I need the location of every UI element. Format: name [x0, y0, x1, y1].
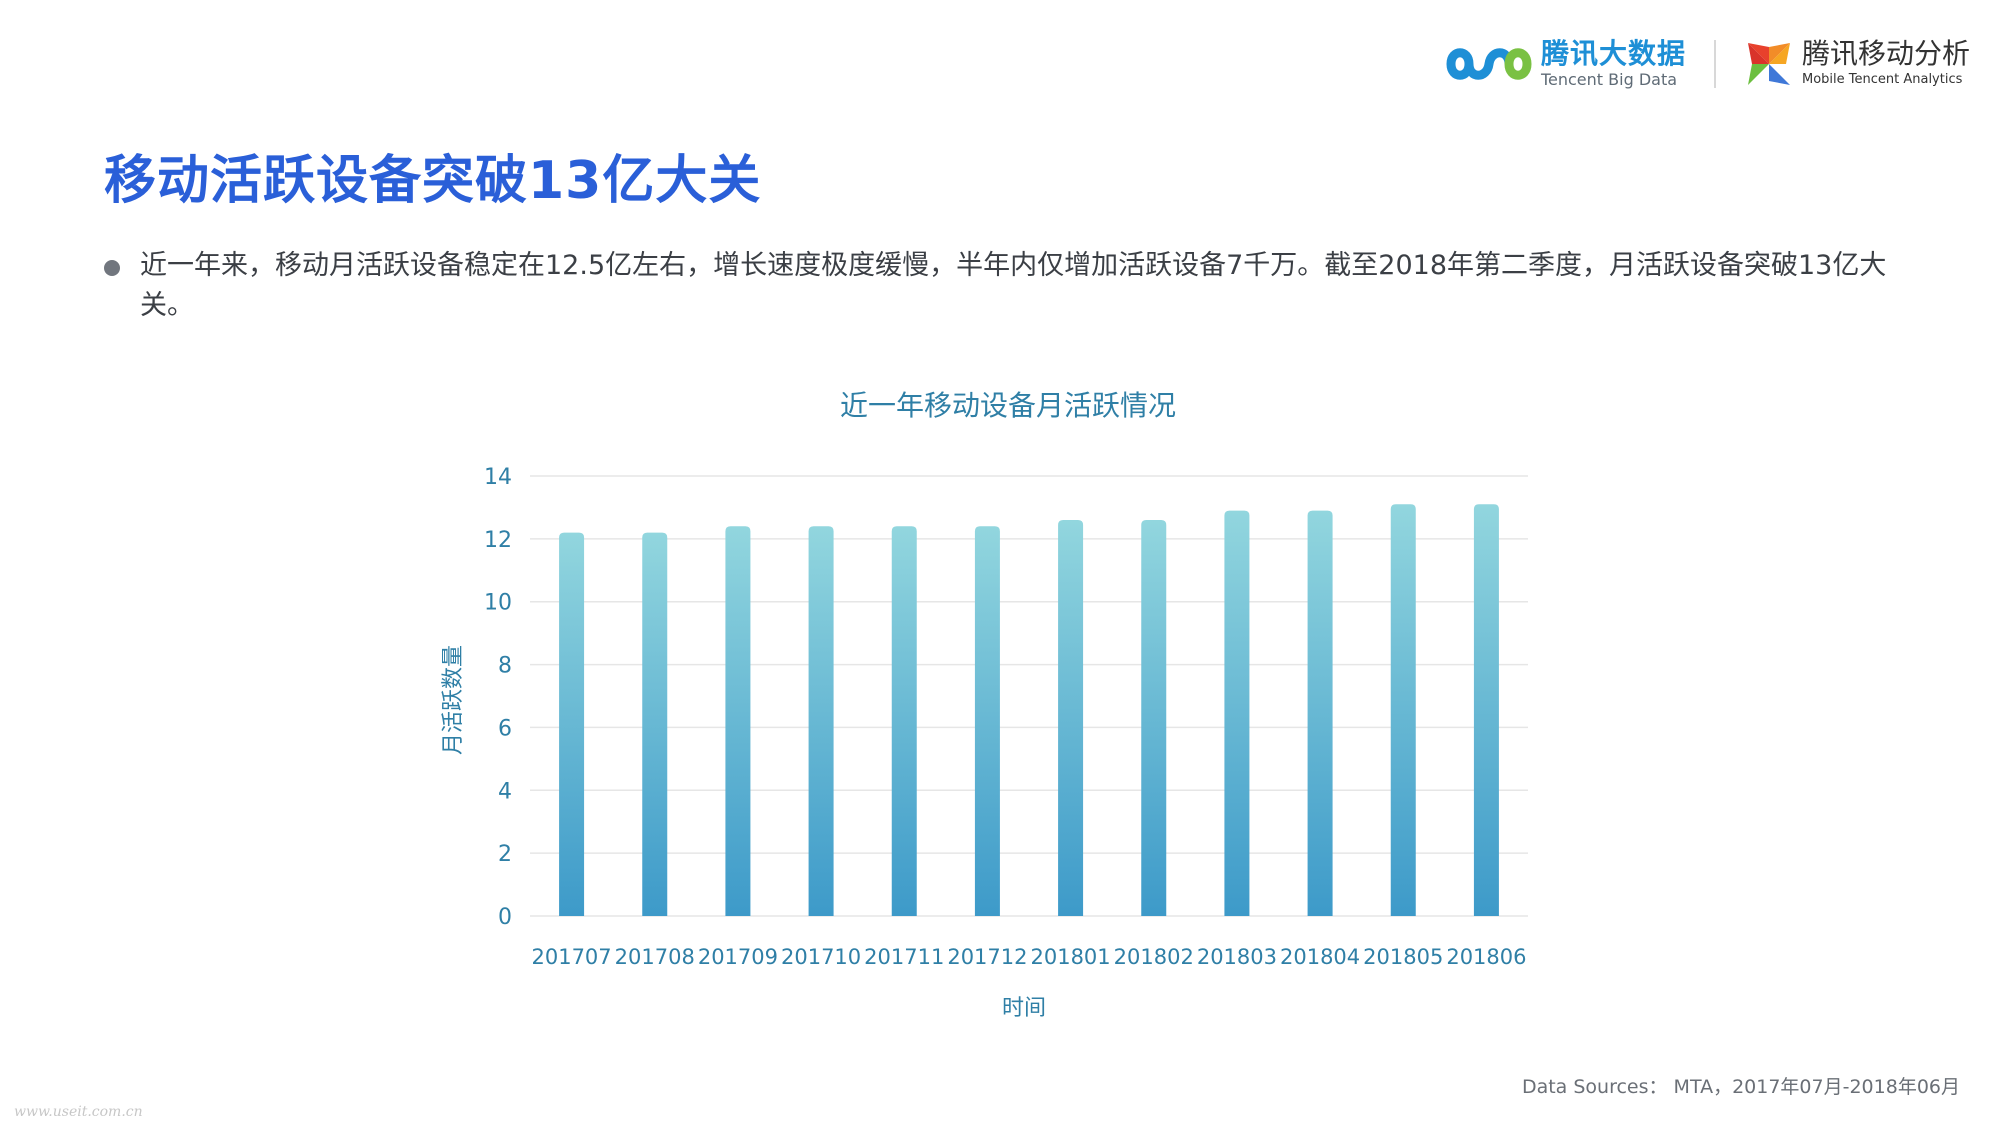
- infinity-logo-icon: [1446, 48, 1532, 80]
- x-axis-label: 时间: [1002, 996, 1046, 1021]
- x-tick-label: 201709: [698, 945, 778, 969]
- x-tick-label: 201803: [1197, 945, 1277, 969]
- bar-201802: [1141, 520, 1167, 916]
- grid: [530, 475, 1528, 917]
- bars: [559, 504, 1499, 916]
- tencent-mta-logo: 腾讯移动分析 Mobile Tencent Analytics: [1744, 38, 1970, 90]
- bar-201709: [725, 526, 751, 916]
- y-tick-label: 8: [498, 654, 512, 679]
- logo-group: 腾讯大数据 Tencent Big Data 腾讯移动分析 Mobile Ten…: [1445, 38, 1970, 90]
- x-tick-label: 201710: [781, 945, 861, 969]
- bullet-text: 近一年来，移动月活跃设备稳定在12.5亿左右，增长速度极度缓慢，半年内仅增加活跃…: [140, 250, 1887, 321]
- logo-en-text: Mobile Tencent Analytics: [1801, 72, 1963, 87]
- x-axis-ticks: 201707 201708 201709 201710 201711 201712 2018…: [531, 945, 1526, 969]
- y-tick-label: 10: [484, 591, 512, 616]
- bar-201710: [808, 526, 834, 916]
- logo-cn-text: 腾讯大数据: [1540, 37, 1686, 70]
- logo-divider: [1713, 40, 1716, 88]
- page-title: 移动活跃设备突破13亿大关: [104, 151, 762, 211]
- data-source-note: Data Sources： MTA，2017年07月-2018年06月: [1521, 1076, 1960, 1098]
- x-tick-label: 201801: [1030, 945, 1110, 969]
- bar-201801: [1058, 520, 1084, 916]
- bar-201804: [1307, 510, 1333, 916]
- y-tick-label: 0: [498, 905, 512, 930]
- pinwheel-logo-icon: [1747, 43, 1790, 85]
- x-tick-label: 201708: [615, 945, 695, 969]
- bar-201803: [1224, 510, 1250, 916]
- x-tick-label: 201806: [1446, 945, 1526, 969]
- x-tick-label: 201711: [864, 945, 944, 969]
- bar-201711: [891, 526, 917, 916]
- bullet-point: 近一年来，移动月活跃设备稳定在12.5亿左右，增长速度极度缓慢，半年内仅增加活跃…: [104, 246, 1904, 326]
- y-tick-label: 12: [484, 528, 512, 553]
- x-tick-label: 201805: [1363, 945, 1443, 969]
- watermark: www.useit.com.cn: [14, 1104, 143, 1120]
- y-axis-label: 月活跃数量: [441, 645, 466, 755]
- bar-201708: [642, 532, 668, 916]
- chart-title: 近一年移动设备月活跃情况: [840, 389, 1176, 422]
- bar-201805: [1390, 504, 1416, 916]
- x-tick-label: 201804: [1280, 945, 1360, 969]
- y-axis-ticks: 0 2 4 6 8 10 12 14: [484, 465, 512, 930]
- x-tick-label: 201802: [1114, 945, 1194, 969]
- y-tick-label: 14: [484, 465, 512, 490]
- y-tick-label: 2: [498, 842, 512, 867]
- logo-cn-text: 腾讯移动分析: [1801, 37, 1970, 70]
- logo-en-text: Tencent Big Data: [1540, 70, 1678, 89]
- y-tick-label: 4: [498, 779, 512, 804]
- bar-201707: [559, 532, 585, 916]
- x-tick-label: 201712: [947, 945, 1027, 969]
- bar-201712: [974, 526, 1000, 916]
- bullet-dot: [104, 260, 120, 276]
- y-tick-label: 6: [498, 716, 512, 741]
- bar-201806: [1473, 504, 1499, 916]
- tencent-big-data-logo: 腾讯大数据 Tencent Big Data: [1445, 38, 1686, 90]
- x-tick-label: 201707: [531, 945, 611, 969]
